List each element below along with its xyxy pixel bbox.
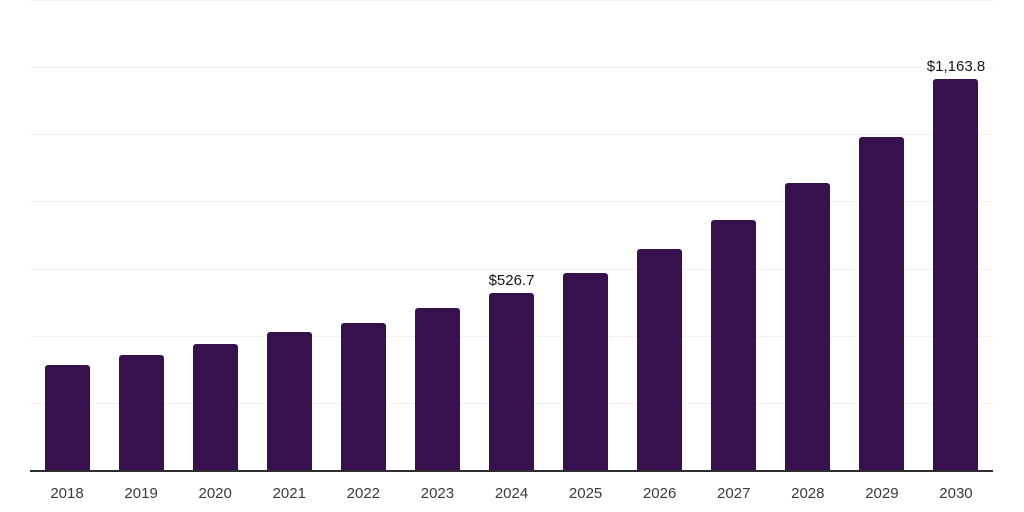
bar-2023 [414, 308, 460, 470]
bar-group-2019 [104, 0, 178, 470]
bar-2028 [785, 182, 831, 470]
gridline-800 [30, 201, 993, 203]
bar-group-2021 [252, 0, 326, 470]
bar-group-2030: $1,163.8 [919, 0, 993, 470]
gridline-1400 [30, 0, 993, 1]
bar-2027 [711, 219, 757, 470]
bar-value-label-2030: $1,163.8 [926, 58, 986, 76]
gridline-600 [30, 268, 993, 270]
x-axis-tick-label-2022: 2022 [346, 485, 381, 502]
bar-group-2026 [623, 0, 697, 470]
x-axis-tick-label-2027: 2027 [717, 485, 751, 502]
x-axis-tick-label-2030: 2030 [939, 485, 973, 502]
bar-group-2025 [549, 0, 623, 470]
plot-area: $526.7 $1,163.8 [30, 0, 993, 472]
bar-2020 [192, 344, 238, 470]
x-axis-tick-label-2029: 2029 [865, 485, 899, 502]
bar-2030 [933, 79, 979, 470]
bar-2029 [859, 136, 905, 470]
bar-group-2020 [178, 0, 252, 470]
bar-group-2022 [326, 0, 400, 470]
x-axis-tick-label-2020: 2020 [198, 485, 232, 502]
bars-container: $526.7 $1,163.8 [30, 0, 993, 470]
x-axis-tick-label-2025: 2025 [568, 485, 603, 502]
bar-2018 [44, 364, 90, 470]
x-axis-tick-label-2024: 2024 [494, 485, 529, 502]
bar-2021 [266, 332, 312, 470]
bar-group-2029 [845, 0, 919, 470]
bar-group-2028 [771, 0, 845, 470]
gridline-1000 [30, 134, 993, 136]
x-axis-tick-label-2026: 2026 [642, 485, 677, 502]
bar-2019 [118, 354, 164, 470]
gridline-1200 [30, 67, 993, 69]
x-axis-tick-label-2028: 2028 [791, 485, 825, 502]
x-axis-line [30, 470, 993, 472]
x-axis-tick-label-2019: 2019 [124, 485, 158, 502]
bar-group-2024: $526.7 [474, 0, 548, 470]
x-axis-tick-label-2023: 2023 [420, 485, 455, 502]
x-axis-tick-label-2021: 2021 [272, 485, 306, 502]
x-axis-tick-label-2018: 2018 [50, 485, 84, 502]
bar-group-2023 [400, 0, 474, 470]
x-axis-labels: 2018 2019 2020 2021 2022 2023 2024 2025 2026 2027… [30, 484, 993, 504]
bar-2024 [489, 293, 534, 470]
bar-2022 [340, 323, 386, 470]
bar-group-2027 [697, 0, 771, 470]
bar-group-2018 [30, 0, 104, 470]
bar-2026 [637, 249, 683, 470]
bar-value-label-2024: $526.7 [488, 272, 535, 290]
bar-2025 [563, 273, 609, 470]
